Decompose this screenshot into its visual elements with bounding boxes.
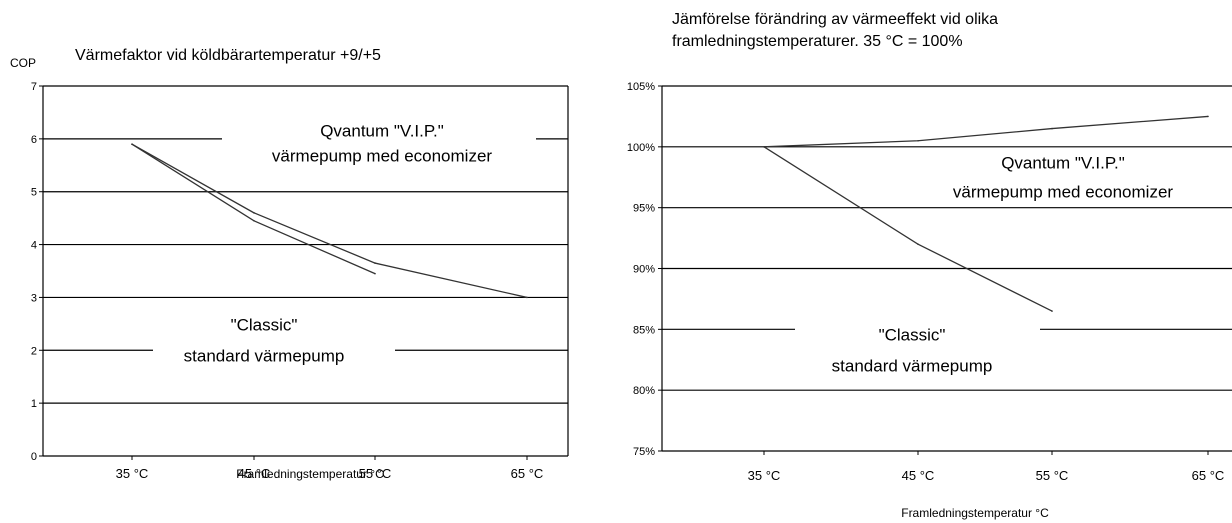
- chart2-x-axis-label: Framledningstemperatur °C: [901, 506, 1049, 520]
- chart2-annotation-line: Qvantum "V.I.P.": [1001, 153, 1125, 172]
- chart2-x-tick-label: 35 °C: [748, 468, 781, 483]
- chart1-x-tick-label: 35 °C: [116, 466, 149, 481]
- chart2-data-point: [917, 243, 919, 245]
- chart2-data-point: [1051, 310, 1053, 312]
- chart1-data-point: [131, 143, 133, 145]
- chart1-title: Värmefaktor vid köldbärartemperatur +9/+…: [75, 47, 381, 64]
- chart2-y-tick-label: 75%: [633, 446, 655, 458]
- chart2-y-tick-label: 80%: [633, 385, 655, 397]
- chart1-y-tick-label: 0: [31, 451, 37, 463]
- chart1-data-point: [253, 219, 255, 222]
- chart2-y-tick-label: 105%: [627, 81, 655, 93]
- chart1-annotation-line: standard värmepump: [184, 346, 345, 365]
- chart1-x-tick-label: 45 °C: [238, 466, 271, 481]
- chart1-annotation-line: "Classic": [231, 315, 298, 334]
- chart2-y-tick-label: 95%: [633, 203, 655, 215]
- chart2-annotation-line: "Classic": [879, 325, 946, 344]
- chart1-data-point: [374, 262, 376, 264]
- chart2-annotation-line: värmepump med economizer: [953, 182, 1173, 201]
- chart1-data-point: [253, 212, 255, 214]
- chart2-y-tick-label: 100%: [627, 142, 655, 154]
- chart2-annotation-line: standard värmepump: [832, 356, 993, 375]
- chart1-annotation-line: värmepump med economizer: [272, 146, 492, 165]
- chart1-x-tick-label: 55 °C: [359, 466, 392, 481]
- chart1-x-tick-label: 65 °C: [511, 466, 544, 481]
- chart1-y-tick-label: 7: [31, 81, 37, 93]
- chart1-y-tick-label: 2: [31, 345, 37, 357]
- chart1-y-axis-label: COP: [10, 56, 36, 70]
- chart2-x-tick-label: 55 °C: [1036, 468, 1069, 483]
- chart1-data-point: [526, 296, 528, 299]
- chart2-x-tick-label: 45 °C: [902, 468, 935, 483]
- chart1-y-tick-label: 3: [31, 292, 37, 304]
- chart2-series-line-vip: [763, 115, 1209, 148]
- chart2-data-point: [1051, 127, 1053, 130]
- chart1-annotation-line: Qvantum "V.I.P.": [320, 121, 444, 140]
- chart1-y-tick-label: 5: [31, 187, 37, 199]
- chart2-data-point: [917, 139, 919, 142]
- chart2-y-tick-label: 90%: [633, 264, 655, 276]
- chart1-x-axis-label: Framledningstemperatur °C: [236, 467, 384, 481]
- chart2-title-line: Jämförelse förändring av värmeeffekt vid…: [672, 11, 998, 28]
- chart2-data-point: [1207, 115, 1209, 118]
- chart2-data-point: [763, 146, 765, 148]
- chart2-title-line: framledningstemperaturer. 35 °C = 100%: [672, 33, 963, 50]
- chart2-y-tick-label: 85%: [633, 324, 655, 336]
- chart1-y-tick-label: 4: [31, 240, 37, 252]
- chart1-series-line-vip: [131, 143, 528, 299]
- chart2-x-tick-label: 65 °C: [1192, 468, 1225, 483]
- chart1-data-point: [374, 272, 376, 275]
- chart1-y-tick-label: 6: [31, 134, 37, 146]
- chart1-y-tick-label: 1: [31, 398, 37, 410]
